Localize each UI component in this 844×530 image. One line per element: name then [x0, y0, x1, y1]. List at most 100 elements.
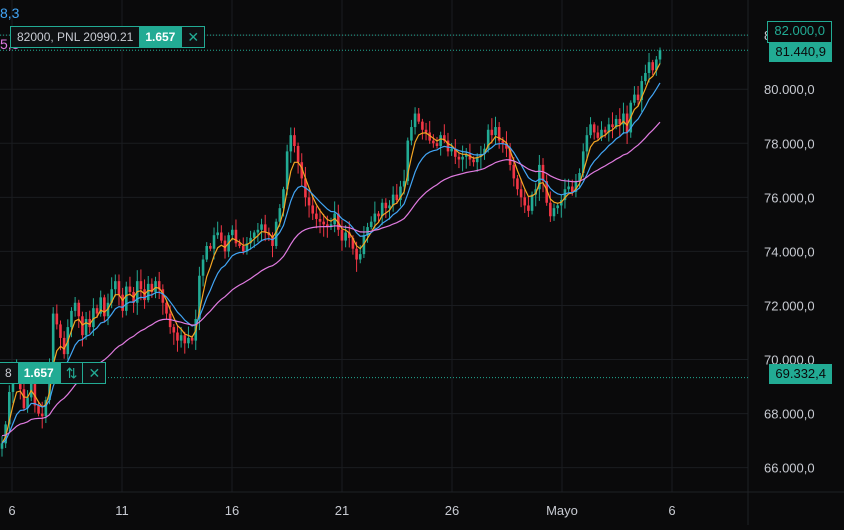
position-label: 8 — [0, 363, 18, 383]
candle-body — [538, 164, 541, 190]
candle-body — [380, 202, 384, 217]
candle-body — [256, 229, 260, 233]
candle-body — [99, 297, 102, 314]
candle-body — [355, 248, 358, 260]
candle-body — [114, 281, 117, 290]
candle-body — [168, 313, 172, 328]
candle-body — [486, 129, 490, 149]
candle-body — [263, 224, 267, 233]
candle-body — [150, 283, 154, 292]
candle-body — [238, 243, 241, 246]
candle-body — [29, 378, 33, 398]
candle-body — [271, 235, 274, 246]
candle-body — [527, 205, 530, 211]
candle-body — [384, 202, 388, 209]
candle-body — [377, 213, 380, 217]
candle-body — [603, 129, 607, 133]
candle-body — [234, 229, 238, 244]
candle-body — [77, 302, 81, 317]
candle-body — [446, 140, 450, 152]
candle-body — [658, 50, 662, 60]
candle-body — [421, 121, 424, 130]
take-profit-order[interactable]: 82000, PNL 20990.21 1.657 ✕ — [10, 26, 206, 48]
candle-body — [187, 337, 190, 344]
close-icon[interactable]: ✕ — [181, 27, 205, 47]
candle-body — [439, 135, 442, 146]
candle-body — [505, 143, 508, 149]
candle-body — [516, 178, 519, 190]
candle-body — [589, 124, 592, 136]
candle-body — [607, 124, 611, 133]
candle-body — [154, 281, 157, 292]
candle-body — [497, 127, 501, 141]
candle-body — [585, 135, 589, 152]
candle-body — [464, 154, 468, 157]
reverse-icon[interactable]: ⇅ — [59, 363, 83, 383]
ma-fast-value: 8,3 — [0, 5, 19, 21]
candle-body — [640, 81, 644, 101]
candle-body — [347, 232, 351, 238]
candle-body — [4, 424, 7, 444]
candle-body — [563, 189, 567, 201]
candle-body — [600, 129, 603, 138]
candle-body — [351, 237, 355, 249]
candle-body — [289, 135, 293, 152]
candle-body — [501, 140, 505, 144]
candle-body — [81, 316, 84, 336]
candle-body — [315, 213, 318, 219]
time-axis-label: Mayo — [546, 503, 578, 518]
close-icon[interactable]: ✕ — [82, 363, 106, 383]
candle-body — [494, 127, 497, 136]
candle-body — [541, 164, 545, 182]
candle-body — [318, 218, 322, 222]
candle-body — [59, 324, 62, 338]
candle-body — [70, 310, 73, 328]
candle-body — [172, 327, 176, 333]
candle-body — [121, 294, 124, 311]
candle-body — [0, 443, 4, 449]
candle-body — [611, 124, 614, 128]
candle-body — [574, 181, 578, 192]
candle-body — [88, 318, 92, 328]
time-axis-label: 16 — [225, 503, 239, 518]
ma-slow-line — [1, 121, 661, 437]
candle-body — [366, 227, 369, 236]
candle-body — [51, 313, 55, 371]
candle-body — [223, 240, 227, 252]
candle-body — [523, 197, 527, 206]
candle-body — [592, 124, 596, 133]
candle-body — [205, 246, 209, 260]
candle-body — [618, 118, 622, 125]
position-qty[interactable]: 1.657 — [17, 363, 60, 383]
candle-body — [285, 151, 289, 190]
candle-body — [95, 308, 99, 314]
candle-body — [40, 413, 44, 417]
candle-body — [435, 143, 439, 146]
ma-fast-value-text: 8,3 — [0, 5, 20, 21]
candle-body — [508, 148, 512, 165]
candle-body — [483, 148, 486, 155]
candle-body — [190, 337, 194, 341]
candle-body — [552, 208, 556, 217]
position-order[interactable]: 8 1.657 ⇅ ✕ — [0, 362, 107, 384]
candle-body — [282, 189, 285, 209]
candle-body — [157, 281, 161, 290]
candle-body — [545, 181, 548, 203]
candle-body — [472, 159, 475, 163]
price-axis-label: 72.000,0 — [764, 298, 815, 313]
candle-body — [128, 286, 132, 292]
candle-body — [424, 129, 428, 133]
candle-body — [103, 297, 106, 317]
candle-body — [124, 286, 128, 311]
price-axis-label: 68.000,0 — [764, 407, 815, 422]
price-axis-label: 70.000,0 — [764, 353, 815, 368]
take-profit-qty[interactable]: 1.657 — [139, 27, 182, 47]
candle-body — [344, 232, 347, 241]
candle-body — [92, 308, 95, 328]
candle-body — [428, 132, 431, 141]
candle-body — [161, 289, 165, 303]
position-price-badge: 69.332,4 — [769, 364, 832, 384]
time-axis-label: 11 — [115, 503, 129, 518]
